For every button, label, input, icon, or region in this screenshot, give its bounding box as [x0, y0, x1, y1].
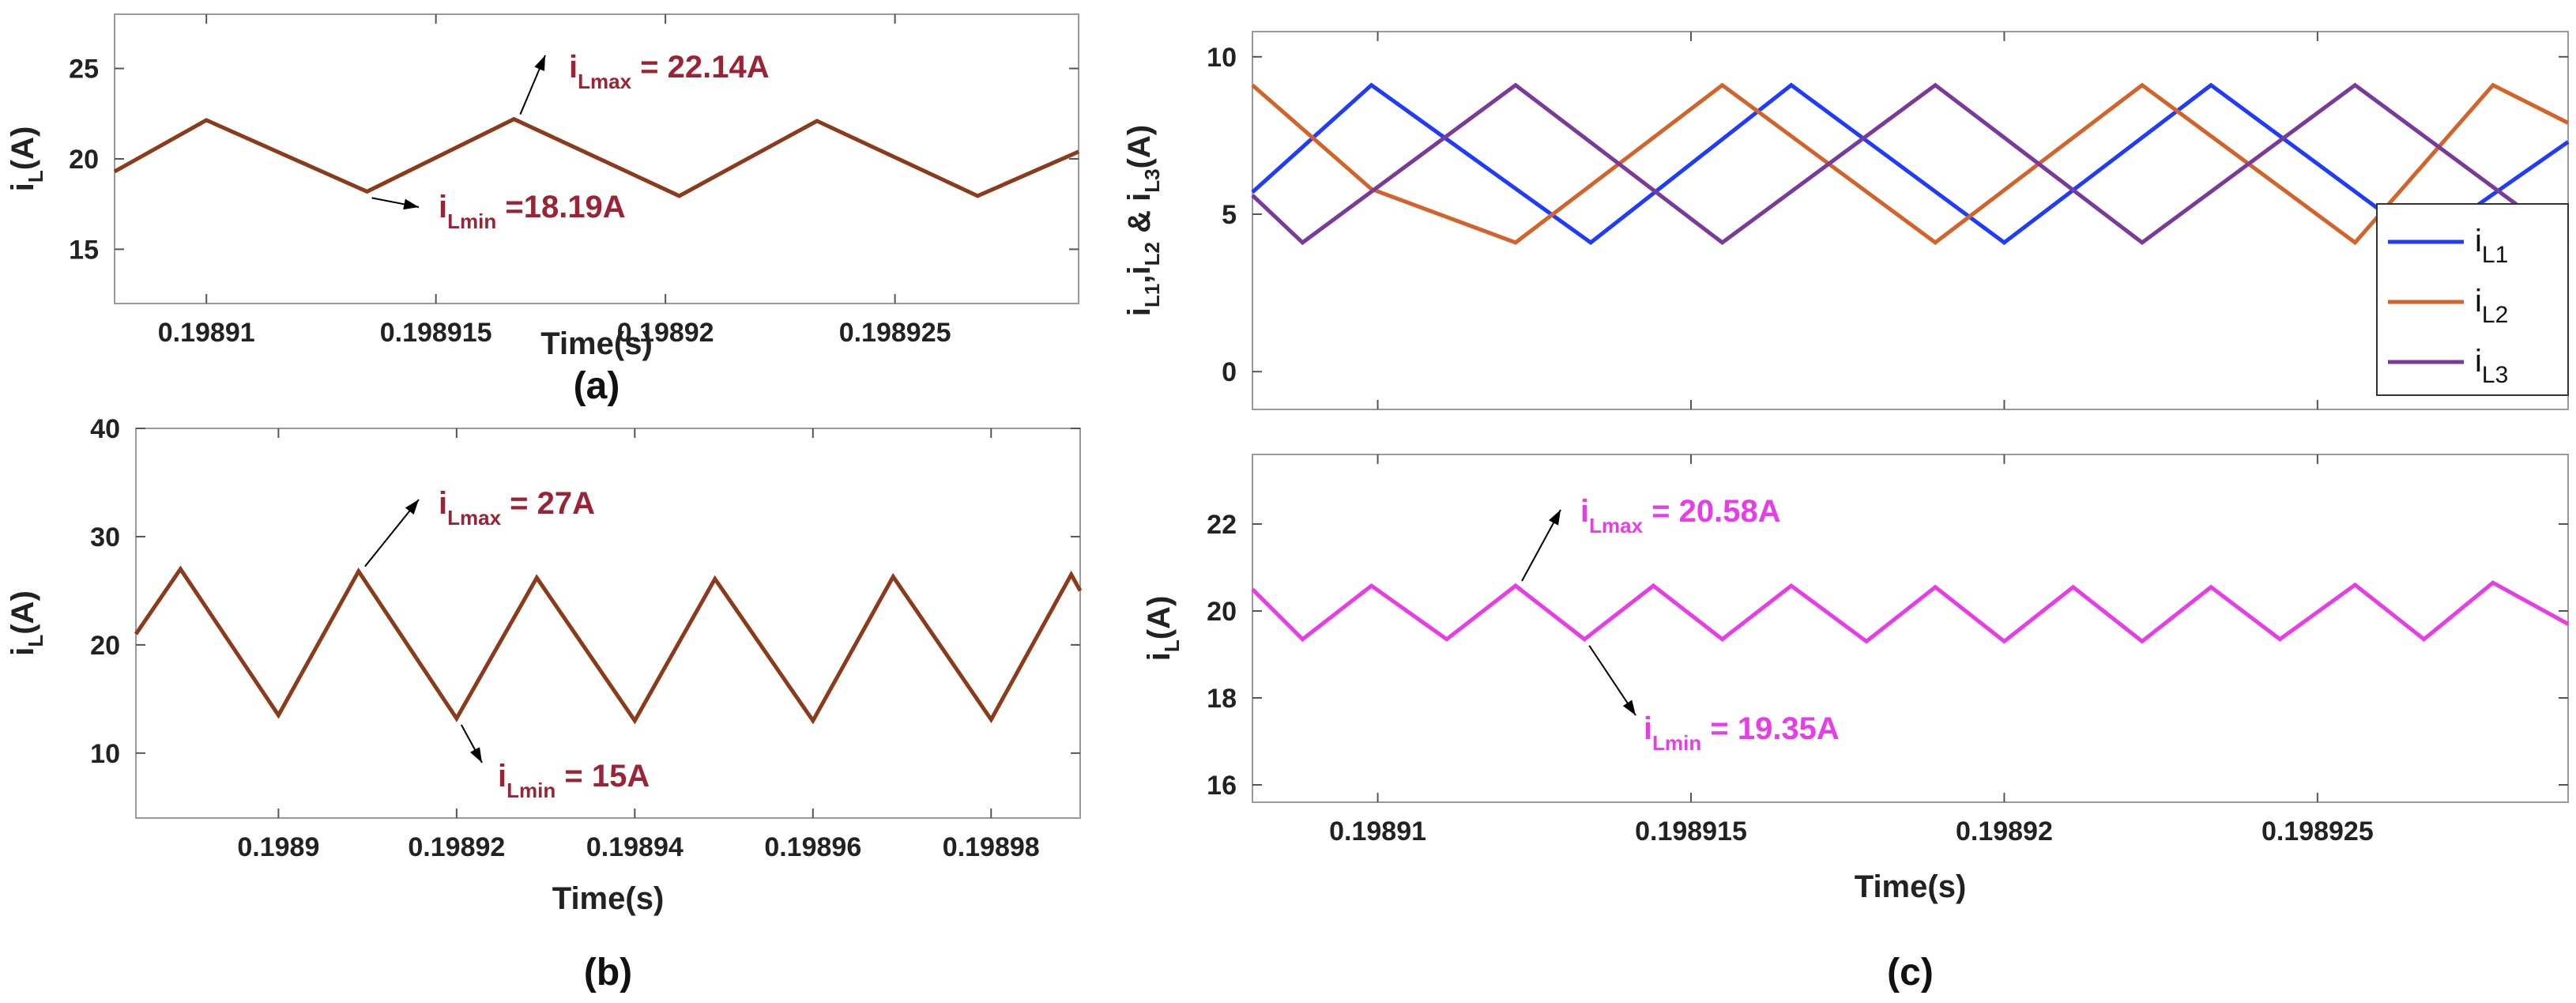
x-tick-label: 0.19898 [943, 832, 1040, 862]
legend-box [2377, 204, 2568, 395]
y-tick-label: 16 [1207, 771, 1237, 801]
x-tick-label: 0.19891 [158, 318, 255, 348]
y-tick-label: 22 [1207, 510, 1237, 540]
x-tick-label: 0.198925 [2262, 816, 2374, 847]
y-tick-label: 25 [69, 55, 99, 85]
plot-frame [1252, 32, 2568, 409]
annotation-label: iLmax = 22.14A [569, 50, 770, 93]
annotation-arrow-head [405, 500, 419, 515]
y-tick-label: 20 [90, 631, 120, 661]
y-tick-label: 15 [69, 235, 99, 265]
y-axis-label: iL1,iL2 & iL3(A) [1122, 125, 1164, 316]
y-axis-label: iL(A) [1142, 596, 1184, 662]
x-tick-label: 0.19896 [764, 832, 861, 862]
annotation-label: iLmin = 15A [498, 759, 650, 802]
annotation-arrow-head [470, 747, 482, 763]
y-tick-label: 18 [1207, 684, 1237, 714]
annotation-arrow-head [403, 199, 419, 209]
annotation-arrow-head [1549, 510, 1561, 526]
y-axis-label: iL(A) [6, 590, 47, 656]
x-tick-label: 0.198915 [380, 318, 492, 348]
x-tick-label: 0.19894 [586, 832, 684, 862]
y-tick-label: 20 [1207, 597, 1237, 627]
x-axis-label: Time(s) [540, 326, 653, 361]
series-line-L2 [1252, 85, 2568, 243]
x-tick-label: 0.198925 [839, 318, 951, 348]
y-axis-label: iL(A) [6, 126, 47, 192]
figure: 0.19891 0.198915 0.19892 0.198925152025iL(A… [0, 0, 2576, 1003]
series-line-iL [115, 119, 1079, 196]
y-tick-label: 0 [1222, 357, 1237, 387]
x-axis-label: Time(s) [1855, 869, 1967, 904]
annotation-label: iLmin =18.19A [439, 190, 626, 233]
annotation-label: iLmax = 27A [439, 486, 595, 530]
y-tick-label: 30 [90, 522, 120, 552]
panel-label: (a) [574, 365, 620, 407]
annotation-arrow-head [534, 55, 545, 71]
series-line-iL [136, 569, 1080, 721]
x-tick-label: 0.19891 [1329, 816, 1426, 847]
y-tick-label: 40 [90, 414, 120, 444]
x-tick-label: 0.19892 [408, 832, 505, 862]
x-tick-label: 0.19892 [1956, 816, 2053, 847]
x-tick-label: 0.198915 [1635, 816, 1747, 847]
annotation-label: iLmax = 20.58A [1580, 494, 1781, 537]
y-tick-label: 10 [90, 739, 120, 769]
chart-panel-b: 0.1989 0.19892 0.19894 0.19896 0.19898 10 20 30… [6, 414, 1080, 994]
panel-label: (b) [584, 952, 632, 994]
chart-panel-c-bottom: 0.19891 0.198915 0.19892 0.198925 16 18 20 22 iL… [1142, 454, 2568, 994]
annotation-label: iLmin = 19.35A [1644, 711, 1840, 755]
panel-label: (c) [1887, 952, 1934, 994]
annotation-arrow-head [1623, 700, 1636, 715]
plot-frame [1252, 454, 2568, 802]
series-line-iL [1252, 583, 2568, 641]
y-tick-label: 5 [1222, 200, 1237, 230]
chart-panel-a: 0.19891 0.198915 0.19892 0.198925152025iL(A… [6, 14, 1079, 407]
x-axis-label: Time(s) [552, 881, 665, 916]
y-tick-label: 10 [1207, 43, 1237, 73]
y-tick-label: 20 [69, 145, 99, 175]
x-tick-label: 0.1989 [237, 832, 319, 862]
